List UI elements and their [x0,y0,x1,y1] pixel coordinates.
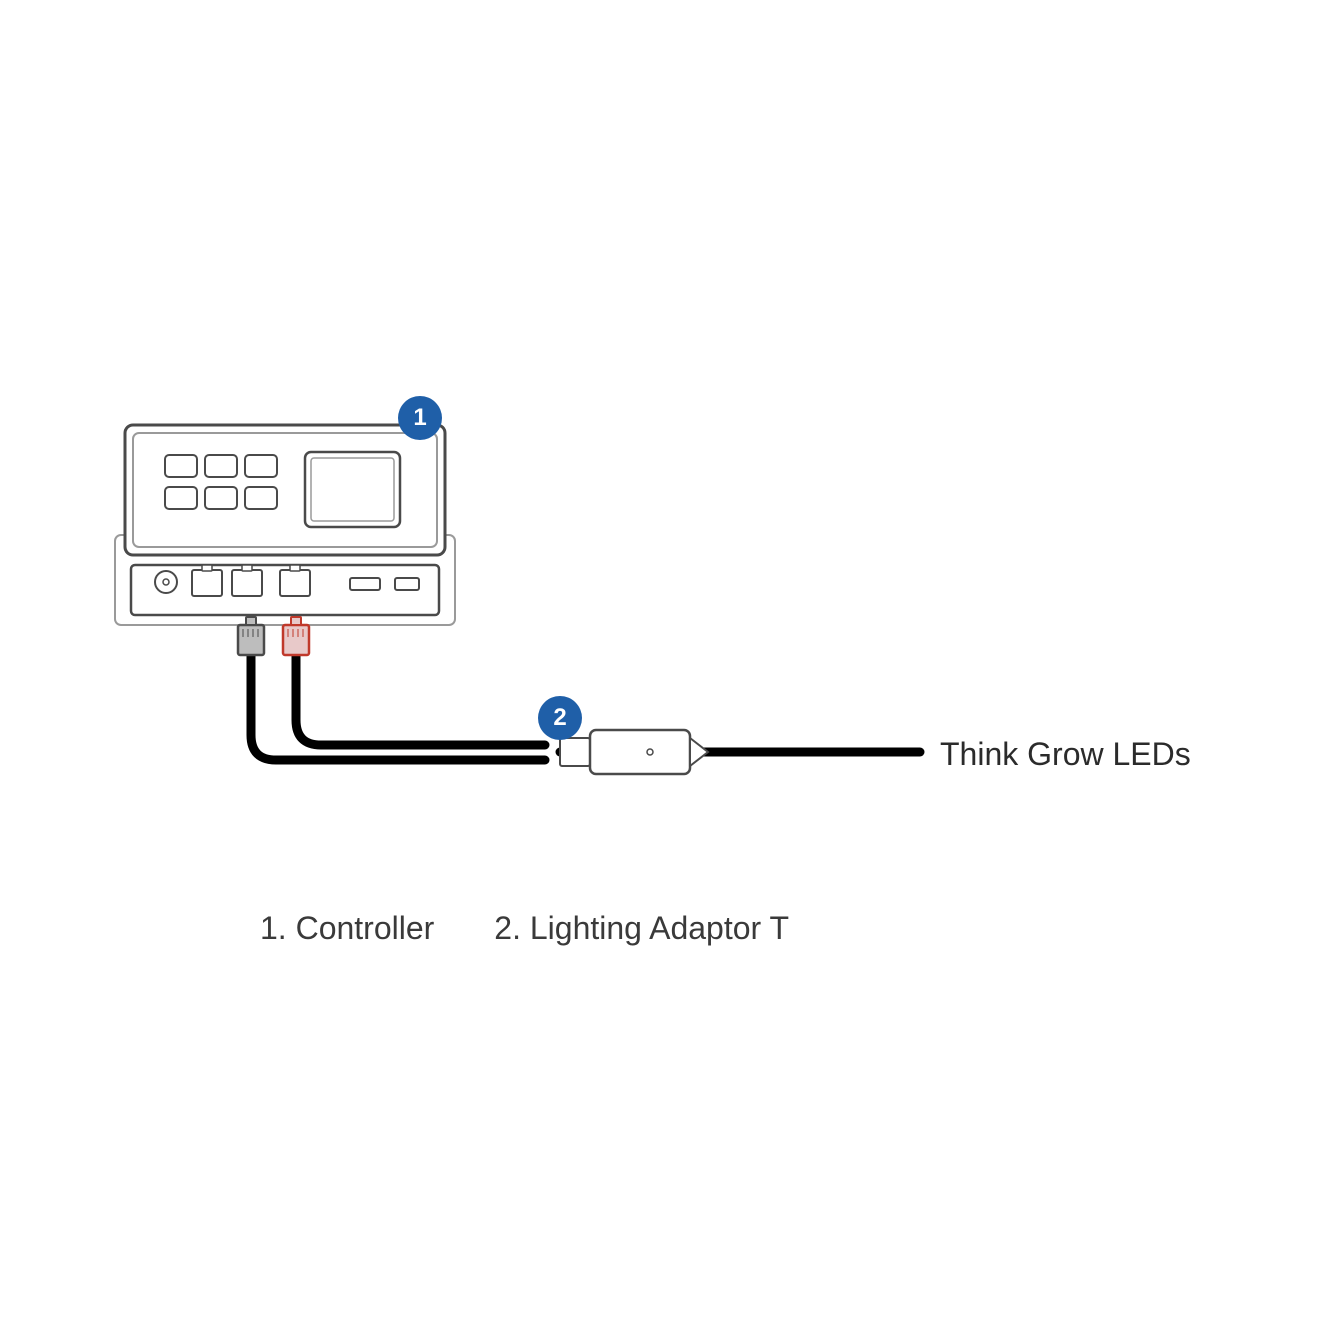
legend-item-label: Controller [287,910,435,946]
output-label: Think Grow LEDs [940,736,1191,773]
legend-item-label: Lighting Adaptor T [521,910,789,946]
controller-icon [115,425,455,625]
diagram-svg [0,0,1333,1333]
legend-item-number: 1. [260,910,287,946]
callout-badge-1: 1 [398,396,442,440]
lighting-adaptor-icon [560,730,708,774]
legend-item-number: 2. [494,910,521,946]
diagram-canvas: 1 2 Think Grow LEDs 1. Controller 2. Light… [0,0,1333,1333]
legend-item-1: 1. Controller [260,910,434,947]
callout-badge-2: 2 [538,696,582,740]
legend-item-2: 2. Lighting Adaptor T [494,910,789,947]
legend: 1. Controller 2. Lighting Adaptor T [260,910,789,947]
